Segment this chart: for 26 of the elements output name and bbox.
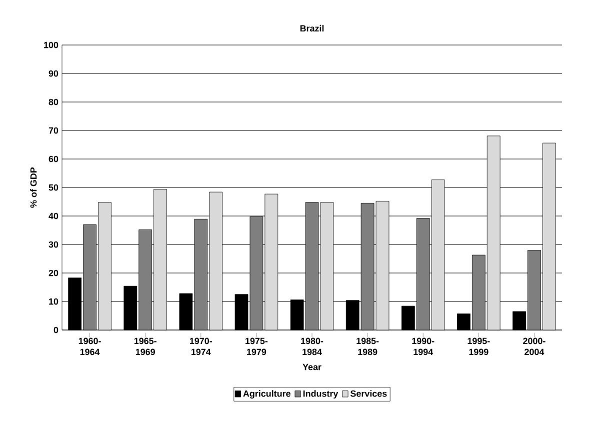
x-tick-label: 1970-1974: [190, 338, 212, 356]
x-tick-label: 1980-1984: [301, 338, 324, 356]
y-tick-label: 0: [54, 326, 58, 334]
y-tick-label: 10: [49, 298, 58, 305]
x-tick-label: 1965-1969: [134, 338, 156, 356]
y-tick-label: 70: [48, 127, 58, 134]
y-tick-label: 40: [48, 212, 58, 220]
legend-label: Industry: [303, 390, 338, 399]
y-axis-title: % of GDP: [30, 167, 37, 208]
x-tick-label: 1995-1999: [468, 338, 490, 356]
x-tick-label: 1960-1964: [78, 338, 101, 356]
x-tick-label: 2000-2004: [523, 338, 546, 356]
x-tick-label: 1990-1994: [412, 338, 434, 356]
y-tick-label: 50: [48, 184, 58, 191]
y-tick-label: 60: [48, 156, 58, 162]
x-tick-label: 1985-1989: [356, 338, 379, 356]
y-tick-label: 100: [44, 42, 58, 48]
y-tick-label: 30: [48, 241, 58, 248]
chart-title: Brazil: [300, 24, 324, 32]
y-tick-label: 90: [48, 70, 58, 77]
x-tick-label: 1975-1979: [246, 338, 268, 356]
legend-label: Services: [350, 390, 387, 397]
y-tick-label: 80: [48, 98, 58, 106]
x-axis-title: Year: [302, 364, 322, 370]
y-tick-label: 20: [48, 270, 58, 276]
legend-label: Agriculture: [243, 390, 290, 399]
